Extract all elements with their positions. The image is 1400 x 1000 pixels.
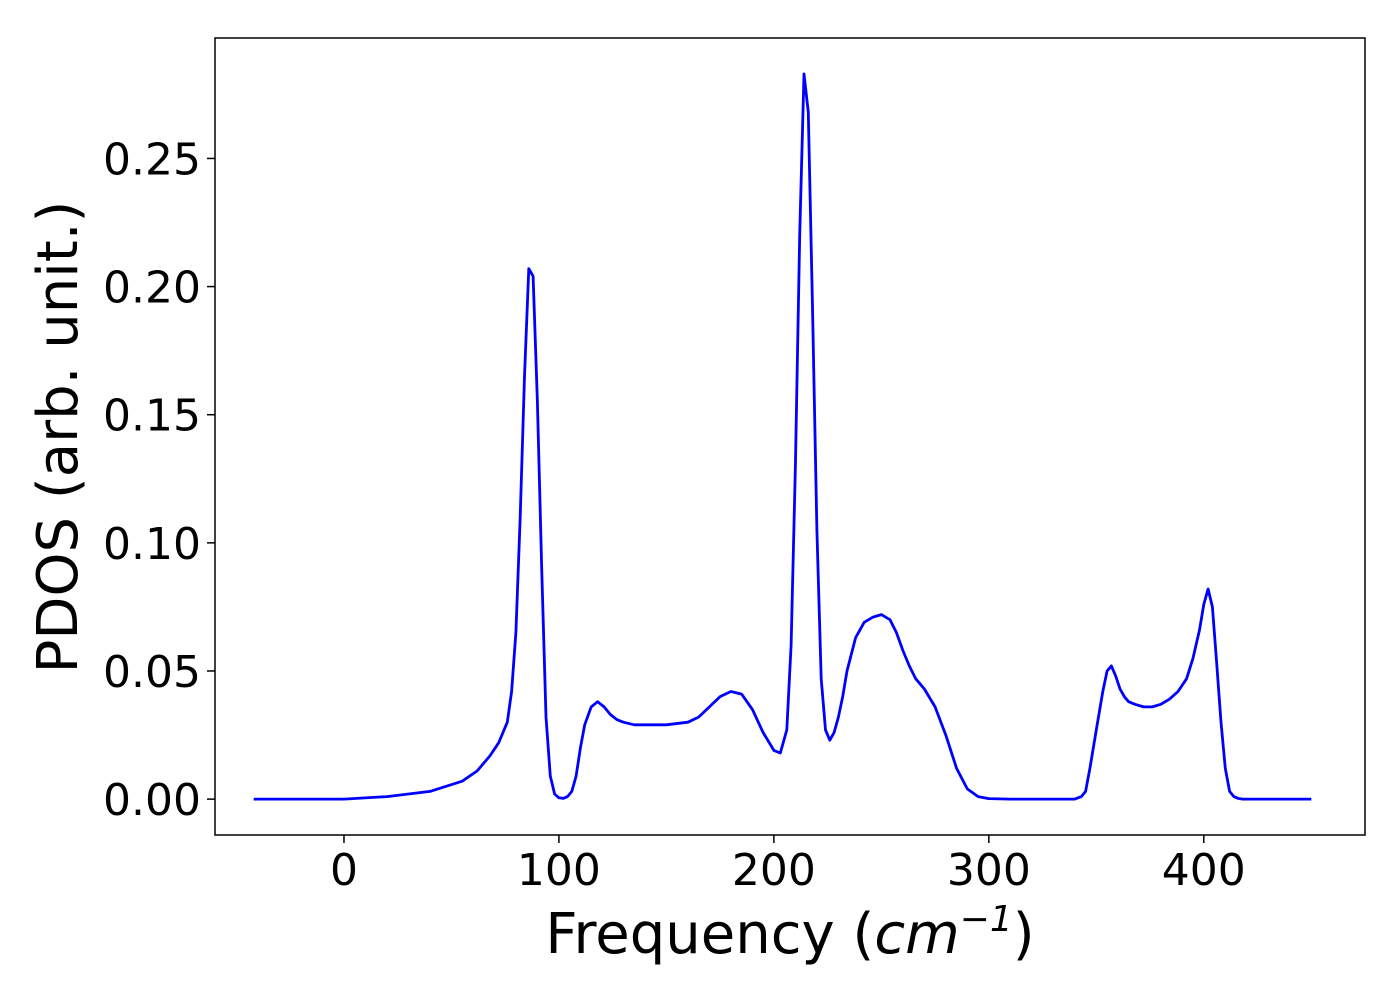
x-tick-label: 200 xyxy=(732,845,816,896)
y-tick-label: 0.10 xyxy=(103,519,201,570)
x-axis-label: Frequency (cm−1) xyxy=(545,899,1034,967)
y-tick-label: 0.00 xyxy=(103,775,201,826)
y-tick-label: 0.20 xyxy=(103,263,201,314)
x-tick-label: 400 xyxy=(1162,845,1246,896)
x-tick-label: 100 xyxy=(517,845,601,896)
series-line-pdos xyxy=(253,72,1312,801)
y-tick-label: 0.15 xyxy=(103,391,201,442)
plot-area xyxy=(214,37,1366,836)
y-tick-label: 0.25 xyxy=(103,134,201,185)
y-tick-label: 0.05 xyxy=(103,647,201,698)
y-axis-ticks: 0.00 0.05 0.10 0.15 0.20 0.25 xyxy=(103,134,215,826)
x-tick-label: 300 xyxy=(947,845,1031,896)
x-tick-label: 0 xyxy=(330,845,358,896)
y-axis-label: PDOS (arb. unit.) xyxy=(26,201,91,674)
x-axis-ticks: 0 100 200 300 400 xyxy=(330,835,1246,896)
